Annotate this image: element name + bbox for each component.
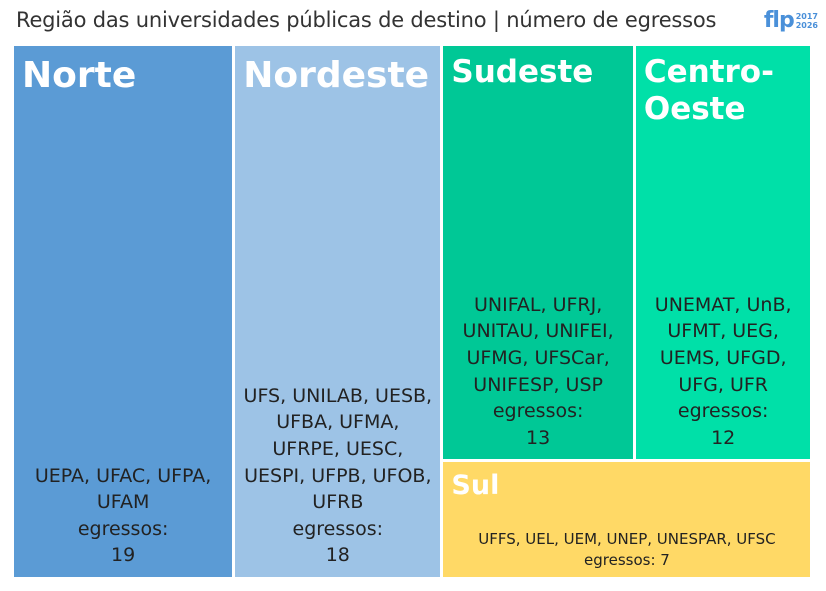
logo-years: 2017 2026 xyxy=(796,12,818,30)
tile-universities: UFFS, UEL, UEM, UNEP, UNESPAR, UFSC xyxy=(478,530,776,548)
treemap-tile-centro-oeste: Centro-Oeste UNEMAT, UnB, UFMT, UEG, UEMS… xyxy=(635,46,811,460)
logo-year-end: 2026 xyxy=(795,20,818,30)
treemap-tile-sudeste: Sudeste UNIFAL, UFRJ, UNITAU, UNIFEI, UFM… xyxy=(443,46,633,460)
tile-value-label: egressos: 7 xyxy=(584,551,670,569)
tile-value: 12 xyxy=(711,426,736,449)
tile-body: UNIFAL, UFRJ, UNITAU, UNIFEI, UFMG, UFSC… xyxy=(443,292,632,452)
tile-value-label: egressos: xyxy=(677,400,769,423)
tile-body: UEPA, UFAC, UFPA, UFAM egressos: 19 xyxy=(14,463,232,569)
tile-universities: UEPA, UFAC, UFPA, UFAM xyxy=(34,464,212,514)
tile-region-name: Nordeste xyxy=(243,55,430,96)
tile-value: 13 xyxy=(526,426,551,449)
logo-text: flp xyxy=(763,8,795,33)
tile-region-name: Sul xyxy=(451,470,500,502)
logo-year-start: 2017 xyxy=(795,11,818,21)
tile-value-label: egressos: xyxy=(492,400,584,423)
tile-universities: UNIFAL, UFRJ, UNITAU, UNIFEI, UFMG, UFSC… xyxy=(462,293,614,396)
treemap-tile-sul: Sul UFFS, UEL, UEM, UNEP, UNESPAR, UFSC eg… xyxy=(443,462,811,577)
tile-value: 19 xyxy=(111,544,136,567)
tile-region-name: Centro-Oeste xyxy=(643,54,774,128)
tile-region-name: Sudeste xyxy=(451,54,594,90)
treemap-tile-nordeste: Nordeste UFS, UNILAB, UESB, UFBA, UFMA, U… xyxy=(235,46,441,577)
tile-region-name: Norte xyxy=(22,55,137,96)
tile-value-label: egressos: xyxy=(77,517,169,540)
tile-value-label: egressos: xyxy=(292,517,384,540)
tile-body: UFFS, UEL, UEM, UNEP, UNESPAR, UFSC egres… xyxy=(443,529,810,571)
chart-title: Região das universidades públicas de des… xyxy=(16,8,717,32)
tile-body: UFS, UNILAB, UESB, UFBA, UFMA, UFRPE, UE… xyxy=(235,383,440,569)
flp-logo: flp 2017 2026 xyxy=(764,8,818,33)
tile-universities: UNEMAT, UnB, UFMT, UEG, UEMS, UFGD, UFG,… xyxy=(654,293,792,396)
tile-value: 18 xyxy=(325,544,350,567)
tile-body: UNEMAT, UnB, UFMT, UEG, UEMS, UFGD, UFG,… xyxy=(636,292,811,452)
tile-universities: UFS, UNILAB, UESB, UFBA, UFMA, UFRPE, UE… xyxy=(243,384,433,514)
treemap-tile-norte: Norte UEPA, UFAC, UFPA, UFAM egressos: 19 xyxy=(14,46,233,577)
